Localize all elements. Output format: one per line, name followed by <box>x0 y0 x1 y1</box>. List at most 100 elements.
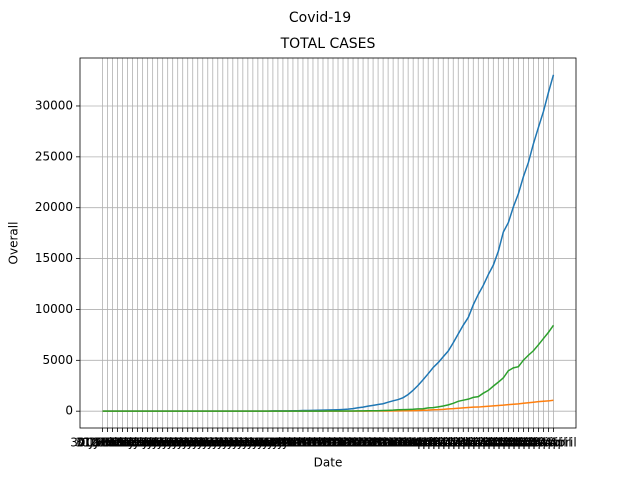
x-tick-label: 26 March <box>355 436 411 450</box>
x-tick-label: 11 March <box>280 436 336 450</box>
x-tick-label: 17 March <box>310 436 366 450</box>
x-tick-label: 16 February <box>152 436 224 450</box>
x-tick-label: 08 March <box>265 436 321 450</box>
x-tick-label: 17 February <box>157 436 229 450</box>
x-tick-label: 22 April <box>495 436 542 450</box>
x-tick-label: 28 March <box>365 436 421 450</box>
x-tick-label: 21 March <box>330 436 386 450</box>
x-tick-label: 09 April <box>430 436 477 450</box>
x-tick-label: 05 April <box>410 436 457 450</box>
x-tick-label: 23 February <box>187 436 259 450</box>
x-tick-label: 12 March <box>285 436 341 450</box>
x-tick-label: 10 April <box>435 436 482 450</box>
x-tick-label: 02 March <box>235 436 291 450</box>
x-tick-label: 12 April <box>445 436 492 450</box>
x-tick-label: 13 March <box>290 436 346 450</box>
x-tick-label: 06 February <box>101 436 173 450</box>
x-tick-label: 06 April <box>415 436 462 450</box>
x-tick-label: 18 February <box>162 436 234 450</box>
x-tick-label: 14 February <box>142 436 214 450</box>
x-tick-label: 22 March <box>335 436 391 450</box>
x-tick-label: 11 February <box>127 436 199 450</box>
x-tick-label: 09 February <box>117 436 189 450</box>
x-tick-label: 19 March <box>320 436 376 450</box>
x-tick-label: 28 February <box>212 436 284 450</box>
y-axis-label: Overall <box>7 222 21 265</box>
x-tick-label: 04 April <box>405 436 452 450</box>
y-tick-label: 25000 <box>35 149 73 163</box>
x-tick-label: 03 March <box>240 436 296 450</box>
x-tick-label: 13 April <box>450 436 497 450</box>
x-tick-label: 03 February <box>86 436 158 450</box>
x-tick-label: 22 February <box>182 436 254 450</box>
x-tick-label: 18 March <box>315 436 371 450</box>
x-tick-label: 24 February <box>192 436 264 450</box>
x-tick-label: 23 March <box>340 436 396 450</box>
y-tick-label: 5000 <box>42 353 73 367</box>
x-tick-label: 15 April <box>460 436 507 450</box>
x-tick-label: 24 March <box>345 436 401 450</box>
x-tick-label: 16 April <box>465 436 512 450</box>
x-tick-label: 01 February <box>76 436 148 450</box>
x-tick-label: 21 April <box>490 436 537 450</box>
y-tick-label: 30000 <box>35 98 73 112</box>
x-tick-label: 01 March <box>230 436 286 450</box>
x-tick-label: 24 April <box>505 436 552 450</box>
y-tick-label: 10000 <box>35 302 73 316</box>
x-tick-label: 20 February <box>172 436 244 450</box>
x-tick-label: 17 April <box>470 436 517 450</box>
x-tick-label: 01 April <box>390 436 437 450</box>
x-tick-label: 16 March <box>305 436 361 450</box>
x-tick-label: 26 April <box>515 436 562 450</box>
x-tick-label: 03 April <box>400 436 447 450</box>
x-tick-label: 06 March <box>255 436 311 450</box>
x-tick-label: 15 February <box>147 436 219 450</box>
x-tick-label: 29 April <box>530 436 577 450</box>
y-tick-label: 20000 <box>35 200 73 214</box>
x-tick-label: 11 April <box>440 436 487 450</box>
x-tick-label: 25 February <box>197 436 269 450</box>
x-tick-label: 27 March <box>360 436 416 450</box>
x-tick-label: 30 March <box>375 436 431 450</box>
x-tick-label: 12 February <box>132 436 204 450</box>
x-tick-label: 04 March <box>245 436 301 450</box>
x-tick-label: 05 February <box>96 436 168 450</box>
x-tick-label: 13 February <box>137 436 209 450</box>
x-tick-label: 10 March <box>275 436 331 450</box>
x-tick-label: 07 February <box>106 436 178 450</box>
x-tick-label: 18 April <box>475 436 522 450</box>
x-tick-label: 08 February <box>112 436 184 450</box>
x-tick-label: 27 April <box>520 436 567 450</box>
x-tick-label: 04 February <box>91 436 163 450</box>
x-tick-label: 27 February <box>207 436 279 450</box>
x-tick-label: 30 January <box>70 436 135 450</box>
x-tick-label: 07 March <box>260 436 316 450</box>
x-tick-label: 25 March <box>350 436 406 450</box>
x-tick-label: 19 February <box>167 436 239 450</box>
x-tick-label: 21 February <box>177 436 249 450</box>
x-tick-label: 31 March <box>380 436 436 450</box>
x-tick-label: 20 April <box>485 436 532 450</box>
x-tick-label: 31 January <box>75 436 140 450</box>
chart-suptitle: Covid-19 <box>289 10 351 26</box>
x-tick-label: 14 April <box>455 436 502 450</box>
x-tick-label: 15 March <box>300 436 356 450</box>
x-tick-label: 29 February <box>217 436 289 450</box>
x-tick-label: 28 April <box>525 436 572 450</box>
x-tick-label: 10 February <box>122 436 194 450</box>
x-tick-label: 26 February <box>202 436 274 450</box>
x-tick-label: 08 April <box>425 436 472 450</box>
x-tick-label: 07 April <box>420 436 467 450</box>
x-tick-label: 20 March <box>325 436 381 450</box>
y-tick-label: 15000 <box>35 251 73 265</box>
chart-title: TOTAL CASES <box>280 36 376 52</box>
x-tick-label: 05 March <box>250 436 306 450</box>
x-tick-label: 23 April <box>500 436 547 450</box>
x-tick-label: 29 March <box>370 436 426 450</box>
x-tick-label: 09 March <box>270 436 326 450</box>
x-tick-label: 19 April <box>480 436 527 450</box>
x-tick-label: 02 February <box>81 436 153 450</box>
x-tick-label: 25 April <box>510 436 557 450</box>
